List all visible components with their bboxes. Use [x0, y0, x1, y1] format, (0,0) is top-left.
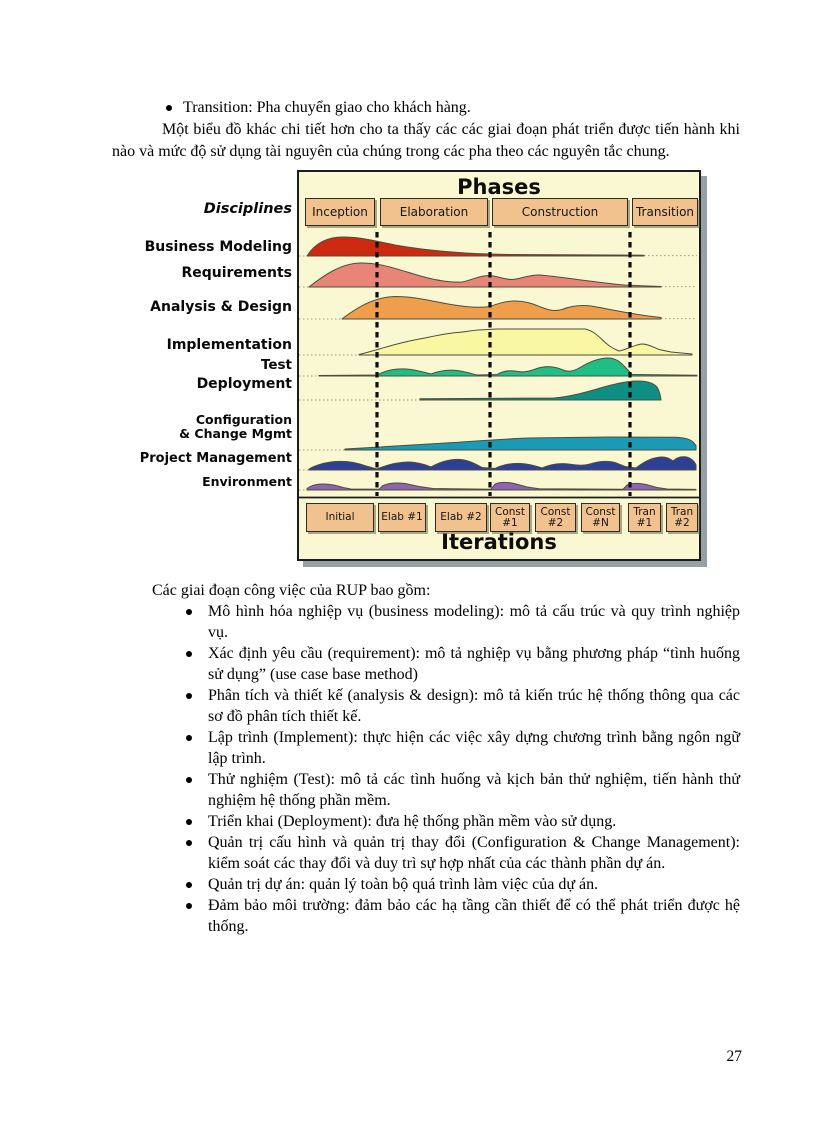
- iteration-elab-2: Elab #2: [435, 503, 487, 532]
- hump-implementation: [358, 328, 693, 356]
- bullet-icon: [186, 651, 192, 657]
- intro-paragraph: Một biểu đồ khác chi tiết hơn cho ta thấ…: [112, 121, 740, 160]
- bullet-icon: [186, 777, 192, 783]
- hump-environment: [306, 481, 697, 491]
- list-item: Mô hình hóa nghiệp vụ (business modeling…: [186, 601, 740, 643]
- iteration-tran-2: Tran #2: [666, 503, 698, 532]
- bullet-icon: [186, 819, 192, 825]
- iteration-const-n: Const #N: [581, 503, 620, 532]
- list-item-text: Thử nghiệm (Test): mô tả các tình huống …: [208, 771, 740, 809]
- list-item: Đảm bảo môi trường: đảm bảo các hạ tầng …: [186, 895, 740, 937]
- discipline-project-management: Project Management: [139, 451, 292, 466]
- phase-inception: Inception: [305, 198, 375, 226]
- bullet-icon: [186, 903, 192, 909]
- discipline-deployment: Deployment: [196, 376, 292, 392]
- hump-requirements: [308, 262, 662, 288]
- leader-lines: [299, 255, 697, 491]
- bullet-icon: [186, 693, 192, 699]
- discipline-implementation: Implementation: [166, 337, 292, 353]
- list-item: Triển khai (Deployment): đưa hệ thống ph…: [186, 811, 740, 832]
- top-bullet-item: Transition: Pha chuyển giao cho khách hà…: [166, 97, 471, 118]
- list-item-text: Quản trị cấu hình và quản trị thay đổi (…: [208, 834, 740, 872]
- phase-elaboration: Elaboration: [380, 198, 488, 226]
- page-number: 27: [726, 1048, 743, 1065]
- list-item-text: Xác định yêu cầu (requirement): mô tả ng…: [208, 645, 740, 683]
- iteration-const-1: Const #1: [490, 503, 530, 532]
- bullet-icon: [186, 882, 192, 888]
- iteration-const-2: Const #2: [535, 503, 576, 532]
- discipline-requirements: Requirements: [181, 265, 292, 281]
- phase-transition: Transition: [632, 198, 698, 226]
- discipline-config-change-mgmt: Configuration & Change Mgmt: [179, 412, 292, 441]
- list-intro: Các giai đoạn công việc của RUP bao gồm:: [152, 582, 431, 599]
- phases-title: Phases: [457, 175, 541, 199]
- bullet-icon: [186, 840, 192, 846]
- hump-analysis-design: [341, 296, 662, 320]
- bullet-icon: [186, 609, 192, 615]
- hump-configuration-change: [344, 436, 697, 451]
- discipline-test: Test: [260, 357, 292, 373]
- phase-boundary-lines: [375, 232, 632, 496]
- rup-stages-section: Các giai đoạn công việc của RUP bao gồm:…: [112, 580, 740, 937]
- list-item: Lập trình (Implement): thực hiện các việ…: [186, 727, 740, 769]
- list-item-text: Phân tích và thiết kế (analysis & design…: [208, 687, 740, 725]
- bullet-icon: [186, 735, 192, 741]
- top-bullet-text: Transition: Pha chuyển giao cho khách hà…: [183, 99, 471, 116]
- list-item: Thử nghiệm (Test): mô tả các tình huống …: [186, 769, 740, 811]
- discipline-business-modeling: Business Modeling: [144, 239, 292, 255]
- list-item-text: Đảm bảo môi trường: đảm bảo các hạ tầng …: [208, 897, 740, 935]
- list-item-text: Mô hình hóa nghiệp vụ (business modeling…: [208, 603, 740, 641]
- hump-test: [318, 357, 698, 377]
- list-item-text: Quản trị dự án: quản lý toàn bộ quá trìn…: [208, 876, 599, 893]
- phases-chart-box: Phases Inception Elaboration Constructio…: [297, 170, 701, 561]
- iteration-elab-1: Elab #1: [378, 503, 426, 532]
- discipline-environment: Environment: [202, 474, 292, 489]
- list-item: Xác định yêu cầu (requirement): mô tả ng…: [186, 643, 740, 685]
- hump-business-modeling: [306, 236, 645, 257]
- list-item-text: Lập trình (Implement): thực hiện các việ…: [208, 729, 740, 767]
- iteration-tran-1: Tran #1: [628, 503, 661, 532]
- list-item: Quản trị dự án: quản lý toàn bộ quá trìn…: [186, 874, 740, 895]
- list-item: Phân tích và thiết kế (analysis & design…: [186, 685, 740, 727]
- discipline-analysis-design: Analysis & Design: [150, 299, 292, 315]
- hump-project-management: [308, 456, 697, 471]
- iterations-title: Iterations: [441, 530, 557, 554]
- hump-deployment: [419, 380, 662, 401]
- bullet-icon: [166, 105, 172, 111]
- list-item: Quản trị cấu hình và quản trị thay đổi (…: [186, 832, 740, 874]
- effort-humps-plot: [299, 232, 699, 499]
- rup-phases-diagram: Disciplines Business Modeling Requiremen…: [139, 170, 701, 561]
- disciplines-heading: Disciplines: [203, 201, 292, 217]
- iteration-initial: Initial: [306, 503, 374, 532]
- list-item-text: Triển khai (Deployment): đưa hệ thống ph…: [208, 813, 617, 830]
- phase-construction: Construction: [492, 198, 628, 226]
